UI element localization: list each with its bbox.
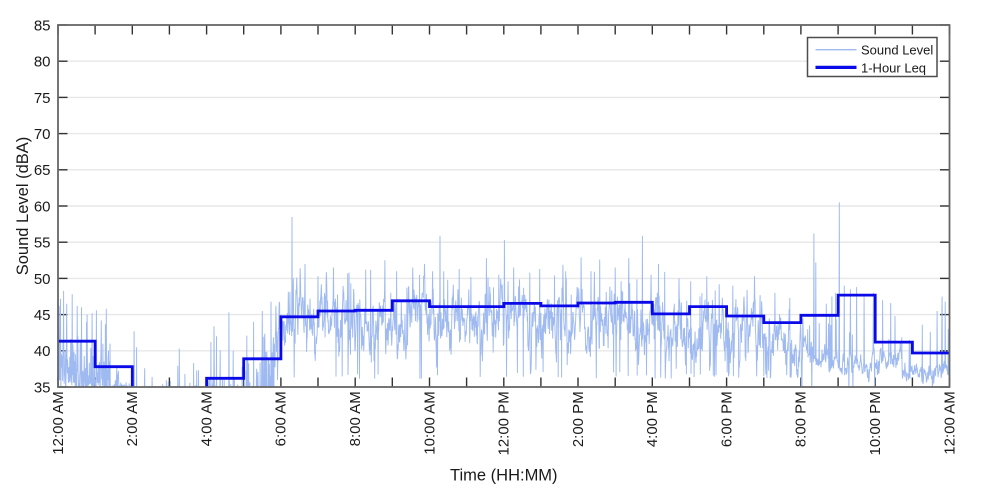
svg-text:6:00 PM: 6:00 PM (718, 391, 735, 447)
svg-text:50: 50 (34, 271, 51, 288)
svg-text:40: 40 (34, 343, 51, 360)
svg-text:Sound Level: Sound Level (861, 43, 933, 58)
svg-text:10:00 PM: 10:00 PM (867, 391, 884, 455)
svg-text:75: 75 (34, 90, 51, 107)
svg-text:4:00 AM: 4:00 AM (198, 391, 215, 446)
svg-text:Time (HH:MM): Time (HH:MM) (450, 467, 558, 485)
svg-text:2:00 PM: 2:00 PM (570, 391, 587, 447)
svg-text:85: 85 (34, 17, 51, 34)
svg-text:Sound Level (dBA): Sound Level (dBA) (14, 137, 32, 276)
svg-text:12:00 AM: 12:00 AM (50, 391, 67, 454)
svg-text:70: 70 (34, 126, 51, 143)
svg-text:12:00 AM: 12:00 AM (941, 391, 958, 454)
svg-text:1-Hour Leq: 1-Hour Leq (861, 60, 926, 75)
svg-text:12:00 PM: 12:00 PM (496, 391, 513, 455)
svg-text:8:00 AM: 8:00 AM (347, 391, 364, 446)
svg-text:60: 60 (34, 198, 51, 215)
svg-text:4:00 PM: 4:00 PM (644, 391, 661, 447)
svg-text:45: 45 (34, 307, 51, 324)
svg-text:80: 80 (34, 54, 51, 71)
svg-text:8:00 PM: 8:00 PM (793, 391, 810, 447)
svg-text:35: 35 (34, 379, 51, 396)
svg-text:55: 55 (34, 235, 51, 252)
svg-text:65: 65 (34, 162, 51, 179)
svg-text:2:00 AM: 2:00 AM (124, 391, 141, 446)
svg-text:10:00 AM: 10:00 AM (421, 391, 438, 454)
svg-text:6:00 AM: 6:00 AM (273, 391, 290, 446)
